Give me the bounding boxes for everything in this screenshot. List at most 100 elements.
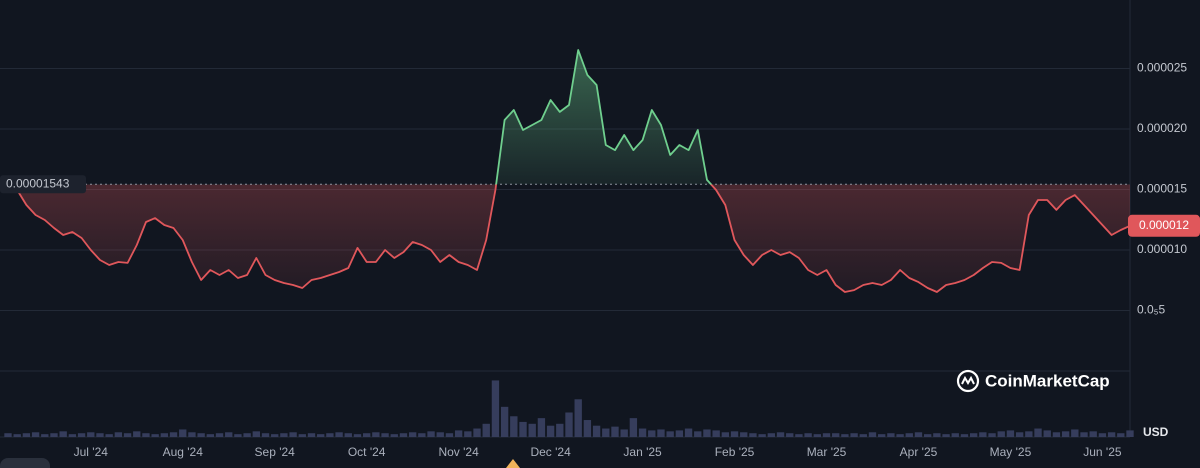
volume-bar bbox=[427, 431, 435, 437]
volume-bar bbox=[942, 434, 950, 437]
volume-bar bbox=[307, 433, 316, 437]
volume-bar bbox=[960, 434, 969, 437]
volume-bar bbox=[436, 432, 444, 437]
y-tick-label: 0.000010 bbox=[1137, 242, 1187, 256]
baseline-label-box bbox=[0, 175, 86, 194]
volume-bar bbox=[997, 431, 1005, 437]
volume-bar bbox=[464, 431, 472, 437]
area-fill bbox=[8, 50, 1130, 292]
volume-bar bbox=[188, 432, 196, 437]
y-tick-label: 0.0₅5 bbox=[1137, 303, 1166, 317]
last-price-label: 0.000012 bbox=[1139, 218, 1189, 232]
volume-bar bbox=[169, 432, 178, 437]
volume-bar bbox=[629, 418, 638, 437]
last-price-box bbox=[1128, 214, 1200, 237]
volume-bar bbox=[445, 433, 454, 437]
volume-bar bbox=[87, 432, 95, 437]
volume-bar bbox=[123, 433, 132, 437]
volume-bar bbox=[59, 431, 67, 437]
volume-bar bbox=[969, 433, 978, 437]
volume-bar bbox=[602, 428, 610, 437]
volume-bar bbox=[795, 434, 803, 437]
volume-bar bbox=[537, 418, 546, 437]
volume-bar bbox=[215, 433, 224, 437]
volume-bar bbox=[317, 434, 325, 437]
volume-bar bbox=[1052, 432, 1061, 437]
volume-bar bbox=[1080, 432, 1088, 437]
volume-bar bbox=[546, 425, 555, 437]
volume-bar bbox=[31, 432, 40, 437]
volume-bar bbox=[243, 433, 251, 437]
volume-bar bbox=[133, 431, 141, 437]
baseline-label: 0.00001543 bbox=[6, 176, 70, 190]
volume-bar bbox=[1126, 430, 1134, 437]
volume-bar bbox=[519, 421, 527, 437]
volume-bar bbox=[454, 430, 463, 437]
volume-bar bbox=[50, 433, 58, 437]
volume-bar bbox=[905, 433, 913, 437]
volume-bar bbox=[868, 432, 877, 437]
volume-bar bbox=[160, 433, 169, 437]
watermark-logo bbox=[956, 369, 980, 393]
volume-bar bbox=[381, 433, 389, 437]
volume-bar bbox=[326, 433, 334, 437]
volume-bar bbox=[740, 432, 748, 437]
watermark: CoinMarketCap bbox=[956, 369, 1110, 393]
volume-bar bbox=[666, 431, 674, 437]
volume-bar bbox=[694, 431, 702, 437]
volume-bar bbox=[1098, 433, 1107, 437]
volume-bar bbox=[592, 425, 601, 437]
volume-bar bbox=[179, 429, 187, 437]
volume-bar bbox=[850, 433, 858, 437]
volume-bar bbox=[712, 430, 720, 437]
volume-bar bbox=[979, 432, 987, 437]
x-tick-label: Nov '24 bbox=[438, 445, 479, 459]
event-marker[interactable] bbox=[506, 459, 520, 468]
x-tick-label: Jun '25 bbox=[1083, 445, 1122, 459]
volume-bar bbox=[749, 433, 757, 437]
volume-bar bbox=[730, 431, 739, 437]
volume-bar bbox=[399, 433, 408, 437]
volume-bar bbox=[280, 433, 288, 437]
volume-bar bbox=[261, 433, 270, 437]
volume-bar bbox=[1071, 429, 1079, 437]
volume-bar bbox=[951, 433, 959, 437]
volume-bar bbox=[988, 433, 996, 437]
volume-bar bbox=[841, 434, 849, 437]
volume-bar bbox=[234, 434, 242, 437]
volume-bar bbox=[832, 433, 840, 437]
volume-bar bbox=[372, 432, 380, 437]
y-tick-label: 0.000015 bbox=[1137, 182, 1187, 196]
volume-bar bbox=[408, 432, 417, 437]
volume-bar bbox=[859, 434, 867, 437]
volume-bar bbox=[289, 432, 297, 437]
volume-bar bbox=[648, 430, 656, 437]
volume-bar bbox=[500, 406, 509, 437]
x-tick-label: May '25 bbox=[990, 445, 1032, 459]
volume-bar bbox=[804, 433, 812, 437]
volume-bar bbox=[887, 433, 895, 437]
volume-bar bbox=[298, 434, 306, 437]
volume-bar bbox=[574, 399, 582, 437]
x-tick-label: Apr '25 bbox=[900, 445, 938, 459]
volume-bar bbox=[611, 426, 619, 437]
volume-bar bbox=[206, 434, 215, 437]
volume-bar bbox=[41, 434, 49, 437]
x-tick-label: Oct '24 bbox=[348, 445, 386, 459]
volume-bar bbox=[822, 433, 831, 437]
scroll-handle[interactable] bbox=[0, 458, 50, 468]
volume-bar bbox=[1107, 432, 1116, 437]
currency-label: USD bbox=[1143, 425, 1169, 439]
volume-bar bbox=[914, 432, 923, 437]
x-tick-label: Dec '24 bbox=[530, 445, 571, 459]
volume-bar bbox=[813, 434, 821, 437]
volume-bar bbox=[96, 433, 104, 437]
volume-bar bbox=[142, 433, 150, 437]
volume-bar bbox=[1015, 432, 1024, 437]
volume-bar bbox=[1117, 433, 1125, 437]
volume-bar bbox=[776, 432, 785, 437]
volume-bar bbox=[1089, 431, 1097, 437]
volume-bar bbox=[22, 433, 31, 437]
volume-bar bbox=[786, 433, 794, 437]
